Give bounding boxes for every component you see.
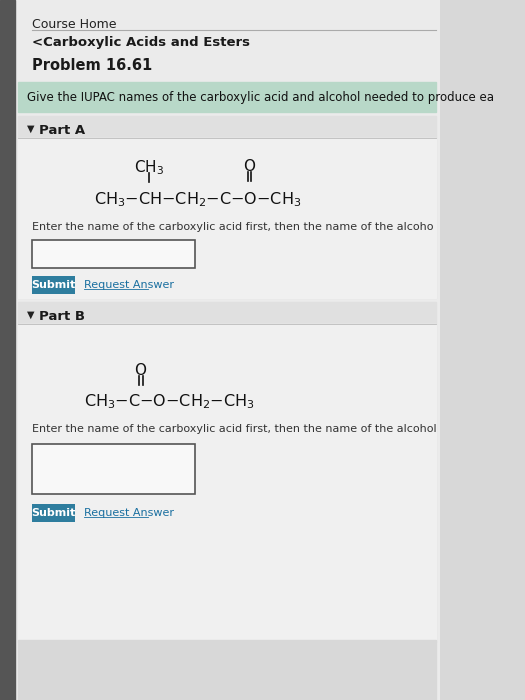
Text: $\mathrm{O}$: $\mathrm{O}$ [243,158,256,174]
Bar [18,640,436,700]
Text: Course Home: Course Home [32,18,117,31]
Text: $\mathrm{CH_3{-}CH{-}CH_2{-}C{-}O{-}CH_3}$: $\mathrm{CH_3{-}CH{-}CH_2{-}C{-}O{-}CH_3… [94,190,301,209]
Text: Give the IUPAC names of the carboxylic acid and alcohol needed to produce ea: Give the IUPAC names of the carboxylic a… [27,90,494,104]
Text: Submit: Submit [32,508,76,518]
Text: ▼: ▼ [27,310,34,320]
FancyBboxPatch shape [32,504,76,522]
Text: ▼: ▼ [27,124,34,134]
Bar [18,116,436,298]
Text: $\mathrm{O}$: $\mathrm{O}$ [134,362,148,378]
FancyBboxPatch shape [32,444,195,494]
Text: Enter the name of the carboxylic acid first, then the name of the alcohol: Enter the name of the carboxylic acid fi… [32,424,436,434]
Text: Request Answer: Request Answer [84,508,174,518]
Bar [18,302,436,642]
Text: $\mathrm{CH_3}$: $\mathrm{CH_3}$ [134,158,164,176]
Bar [18,138,436,298]
FancyBboxPatch shape [32,240,195,268]
Bar [0,0,15,700]
FancyBboxPatch shape [32,276,76,294]
Text: Part A: Part A [39,124,86,137]
Text: $\mathrm{CH_3{-}C{-}O{-}CH_2{-}CH_3}$: $\mathrm{CH_3{-}C{-}O{-}CH_2{-}CH_3}$ [84,392,255,411]
Text: Enter the name of the carboxylic acid first, then the name of the alcoho: Enter the name of the carboxylic acid fi… [32,222,433,232]
Text: <Carboxylic Acids and Esters: <Carboxylic Acids and Esters [32,36,250,49]
Text: Part B: Part B [39,310,86,323]
Bar [18,324,436,642]
Text: Request Answer: Request Answer [84,280,174,290]
Text: Submit: Submit [32,280,76,290]
Bar [18,82,436,112]
Text: Problem 16.61: Problem 16.61 [32,58,152,73]
